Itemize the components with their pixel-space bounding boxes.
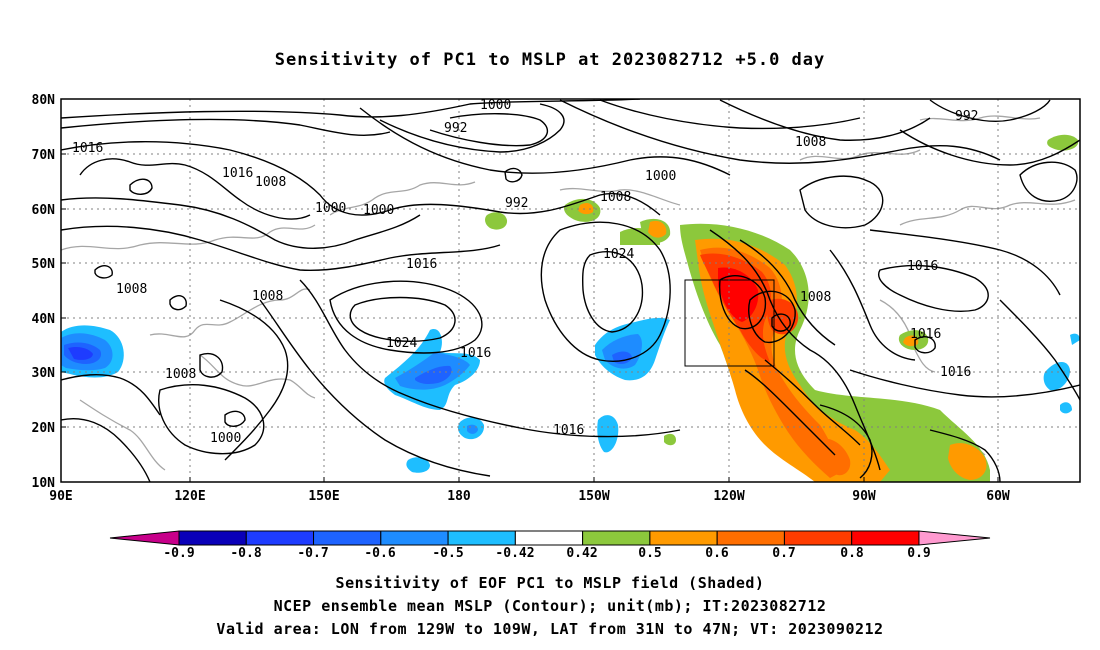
lon-label: 90E xyxy=(49,489,72,504)
lat-label: 70N xyxy=(32,148,56,163)
footer-line-2: NCEP ensemble mean MSLP (Contour); unit(… xyxy=(273,597,827,615)
contour-label: 1000 xyxy=(645,169,676,184)
contour-labels: 1000 992 1016 1008 1016 1008 1000 1000 9… xyxy=(72,98,978,446)
lon-label: 180 xyxy=(447,489,471,504)
lon-label: 120W xyxy=(713,489,744,504)
contour-label: 1008 xyxy=(800,290,831,305)
colorbar-swatch xyxy=(245,530,315,546)
contour-label: 992 xyxy=(955,109,978,124)
contour-label: 1008 xyxy=(255,175,286,190)
colorbar-label: 0.9 xyxy=(907,546,930,561)
lon-label: 150W xyxy=(578,489,609,504)
colorbar-label: 0.6 xyxy=(705,546,729,561)
contour-label: 1000 xyxy=(480,98,511,113)
colorbar-swatch xyxy=(783,530,853,546)
contour-label: 1008 xyxy=(165,367,196,382)
contour-label: 1000 xyxy=(315,201,346,216)
colorbar-end-low xyxy=(109,530,180,546)
colorbar-swatch xyxy=(178,530,247,546)
contour-label: 992 xyxy=(444,121,467,136)
colorbar-label: 0.42 xyxy=(566,546,597,561)
colorbar-swatch xyxy=(313,530,382,546)
lon-label: 120E xyxy=(174,489,205,504)
contour-label: 1016 xyxy=(222,166,253,181)
negative-sensitivity-shading xyxy=(61,317,1080,473)
mslp-contours xyxy=(61,99,1080,482)
colorbar-label: -0.8 xyxy=(230,546,261,561)
colorbar-label: -0.42 xyxy=(495,546,534,561)
contour-label: 1008 xyxy=(116,282,147,297)
lon-label: 150E xyxy=(308,489,339,504)
colorbar-label: -0.6 xyxy=(364,546,395,561)
colorbar-swatch xyxy=(851,530,920,546)
footer-line-3: Valid area: LON from 129W to 109W, LAT f… xyxy=(216,620,884,638)
lat-label: 50N xyxy=(32,257,56,272)
contour-label: 1008 xyxy=(795,135,826,150)
contour-label: 992 xyxy=(505,196,528,211)
colorbar-label: -0.7 xyxy=(297,546,328,561)
lat-label: 80N xyxy=(32,93,56,108)
gridlines xyxy=(61,99,1080,482)
colorbar-label: 0.7 xyxy=(772,546,795,561)
contour-label: 1008 xyxy=(600,190,631,205)
valid-area-box xyxy=(684,279,775,367)
latitude-labels: 80N 70N 60N 50N 40N 30N 20N 10N xyxy=(32,93,56,491)
contour-label: 1016 xyxy=(460,346,491,361)
footer-line-1: Sensitivity of EOF PC1 to MSLP field (Sh… xyxy=(335,574,765,592)
contour-label: 1016 xyxy=(72,141,103,156)
colorbar-swatch xyxy=(514,530,584,546)
colorbar-swatch xyxy=(582,530,651,546)
colorbar-swatch xyxy=(649,530,718,546)
tick-marks xyxy=(61,98,999,482)
lon-label: 60W xyxy=(986,489,1010,504)
colorbar-label: -0.5 xyxy=(432,546,463,561)
colorbar-label: -0.9 xyxy=(163,546,194,561)
lat-label: 40N xyxy=(32,312,56,327)
colorbar-swatch xyxy=(380,530,449,546)
contour-label: 1016 xyxy=(940,365,971,380)
lat-label: 30N xyxy=(32,366,56,381)
contour-label: 1000 xyxy=(363,203,394,218)
contour-label: 1016 xyxy=(910,327,941,342)
colorbar-end-high xyxy=(918,530,991,546)
positive-sensitivity-shading xyxy=(485,134,1079,482)
colorbar xyxy=(109,530,991,546)
lat-label: 20N xyxy=(32,421,56,436)
contour-label: 1016 xyxy=(907,259,938,274)
colorbar-swatch xyxy=(447,530,516,546)
longitude-labels: 90E 120E 150E 180 150W 120W 90W 60W xyxy=(49,489,1010,504)
colorbar-label: 0.5 xyxy=(638,546,661,561)
contour-label: 1000 xyxy=(210,431,241,446)
contour-label: 1016 xyxy=(553,423,584,438)
map-frame xyxy=(60,98,1081,483)
contour-label: 1024 xyxy=(386,336,417,351)
colorbar-labels: -0.9 -0.8 -0.7 -0.6 -0.5 -0.42 0.42 0.5 … xyxy=(163,546,930,561)
lat-label: 10N xyxy=(32,476,56,491)
page-title: Sensitivity of PC1 to MSLP at 2023082712… xyxy=(274,50,826,70)
lon-label: 90W xyxy=(852,489,876,504)
contour-label: 1024 xyxy=(603,247,634,262)
lat-label: 60N xyxy=(32,203,56,218)
colorbar-label: 0.8 xyxy=(840,546,864,561)
contour-label: 1008 xyxy=(252,289,283,304)
colorbar-swatch xyxy=(716,530,785,546)
contour-label: 1016 xyxy=(406,257,437,272)
